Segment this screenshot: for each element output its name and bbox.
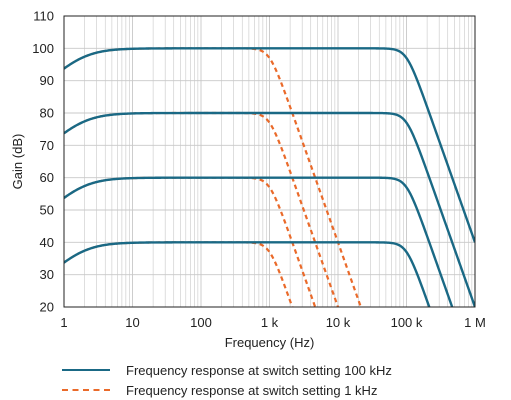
legend: Frequency response at switch setting 100… (62, 360, 392, 400)
y-tick-label: 70 (40, 138, 54, 153)
x-axis-label: Frequency (Hz) (225, 335, 315, 350)
y-tick-label: 40 (40, 235, 54, 250)
legend-swatch-solid (62, 364, 110, 376)
plot-frame (63, 15, 476, 308)
legend-swatch-dashed (62, 384, 110, 396)
curve-100khz-80db (64, 111, 475, 307)
x-tick-label: 1 M (464, 315, 486, 330)
y-tick-label: 50 (40, 203, 54, 218)
curves (64, 47, 475, 307)
x-tick-label: 1 k (261, 315, 279, 330)
x-tick-labels: 1 10 100 1 k 10 k 100 k 1 M (60, 315, 485, 330)
y-tick-label: 30 (40, 267, 54, 282)
x-tick-label: 10 k (326, 315, 351, 330)
legend-item-1khz: Frequency response at switch setting 1 k… (62, 380, 392, 400)
grid (63, 16, 475, 307)
y-tick-label: 60 (40, 170, 54, 185)
x-tick-label: 10 (125, 315, 139, 330)
y-tick-label: 20 (40, 300, 54, 315)
y-axis-label: Gain (dB) (10, 134, 25, 190)
y-tick-label: 80 (40, 106, 54, 121)
curve-100khz-60db (64, 176, 454, 307)
y-tick-label: 90 (40, 73, 54, 88)
legend-label-100khz: Frequency response at switch setting 100… (126, 362, 392, 378)
y-tick-labels: 20 30 40 50 60 70 80 90 100 110 (32, 9, 54, 315)
x-tick-label: 100 (190, 315, 212, 330)
legend-label-1khz: Frequency response at switch setting 1 k… (126, 382, 378, 398)
curve-100khz-100db (64, 47, 475, 243)
y-tick-label: 110 (33, 9, 54, 24)
curve-100khz-40db (64, 241, 431, 307)
x-tick-label: 100 k (391, 315, 423, 330)
x-tick-label: 1 (60, 315, 67, 330)
legend-item-100khz: Frequency response at switch setting 100… (62, 360, 392, 380)
y-tick-label: 100 (32, 41, 54, 56)
